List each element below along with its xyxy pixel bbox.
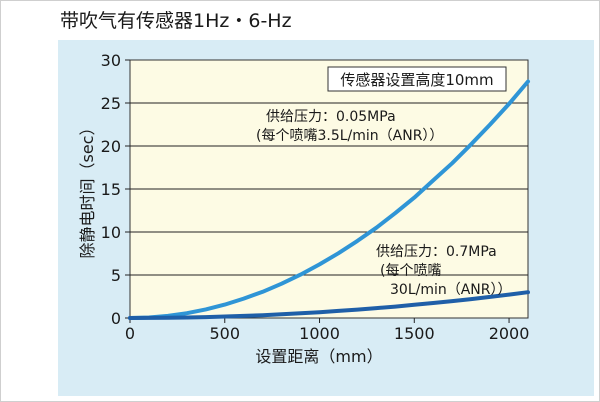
series-line-1 — [128, 79, 530, 320]
annotation-series-1-line-2: (每个喷嘴3.5L/min（ANR）） — [256, 128, 443, 144]
annotation-series-2-line-3: 30L/min（ANR）） — [390, 282, 512, 298]
y-tick-label: 15 — [101, 180, 121, 199]
y-tick-label: 30 — [101, 51, 121, 70]
x-tick-label: 2000 — [489, 324, 530, 343]
y-tick-label: 10 — [101, 223, 121, 242]
y-axis-label: 除静电时间（sec） — [78, 120, 97, 259]
x-tick-label: 1000 — [299, 324, 340, 343]
y-tick-label: 25 — [101, 94, 121, 113]
annotation-series-2-line-2: (每个喷嘴 — [380, 263, 441, 279]
series-line-2 — [128, 290, 530, 320]
x-tick-label: 0 — [125, 324, 135, 343]
y-tick-label: 0 — [111, 309, 121, 328]
annotation-series-1-line-1: 供给压力：0.05MPa — [266, 109, 396, 125]
y-tick-label: 20 — [101, 137, 121, 156]
chart-title: 带吹气有传感器1Hz・6-Hz — [60, 10, 292, 32]
x-tick-label: 500 — [209, 324, 240, 343]
legend-box-text: 传感器设置高度10mm — [340, 71, 493, 89]
annotation-series-2-line-1: 供给压力：0.7MPa — [376, 244, 497, 260]
x-axis-label: 设置距离（mm） — [255, 347, 382, 366]
legend-box — [327, 66, 507, 92]
y-tick-label: 5 — [111, 266, 121, 285]
x-tick-label: 1500 — [394, 324, 435, 343]
